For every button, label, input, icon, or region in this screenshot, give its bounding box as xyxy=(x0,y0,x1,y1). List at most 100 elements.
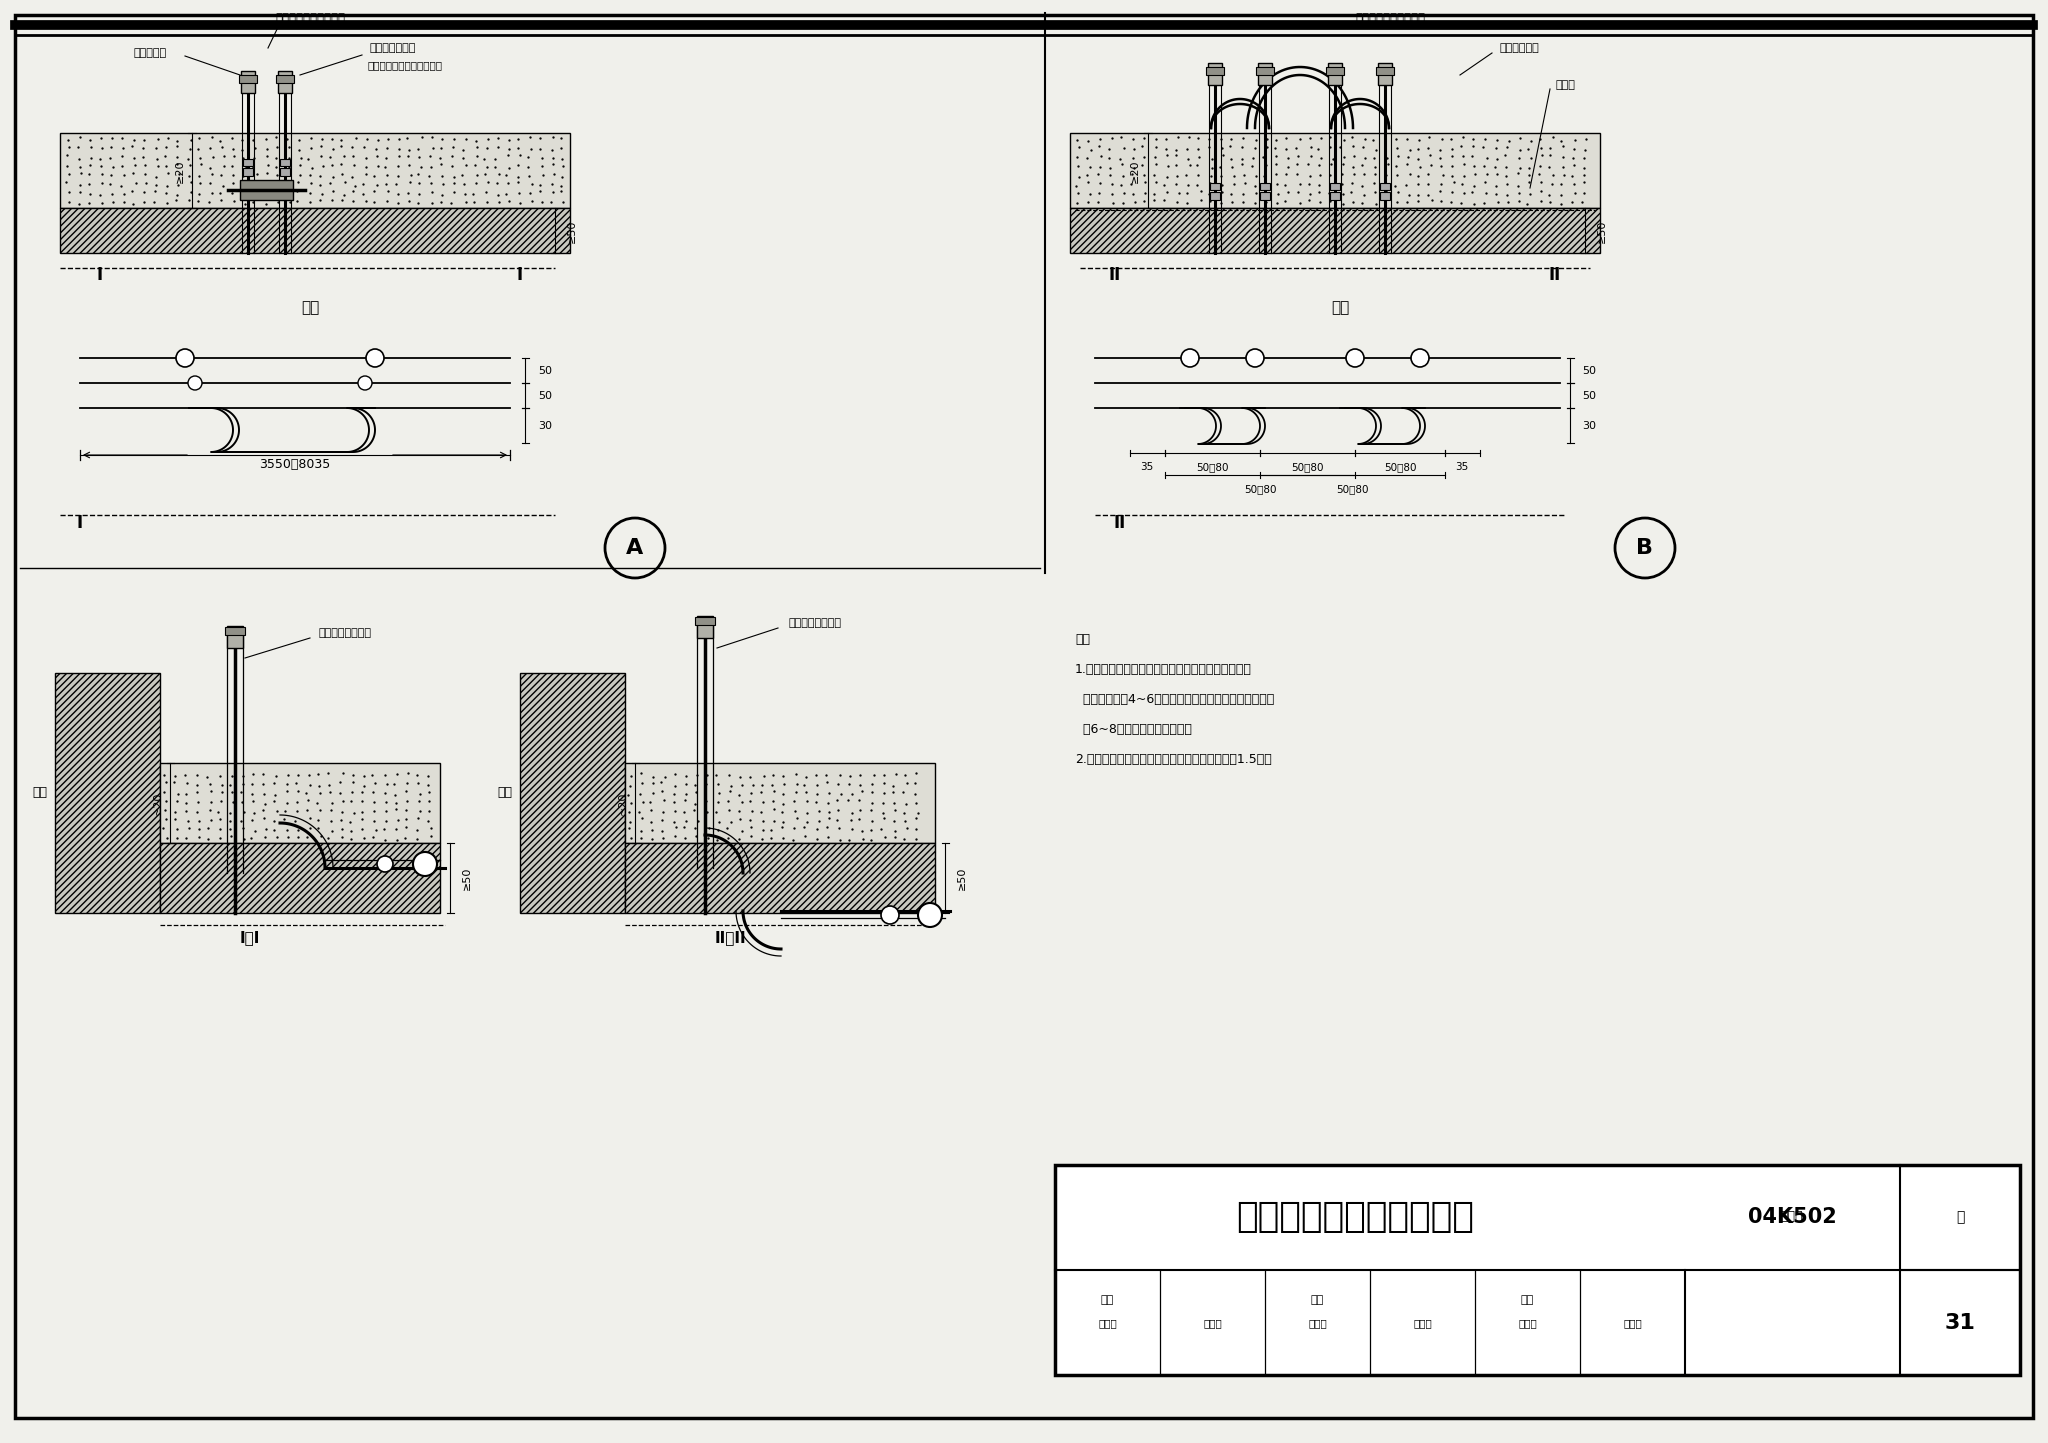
Text: ≥50: ≥50 xyxy=(463,866,471,890)
Text: 50: 50 xyxy=(1581,391,1595,401)
Bar xyxy=(59,133,569,208)
Bar xyxy=(1069,133,1599,208)
Text: 硬制塑料套管: 硬制塑料套管 xyxy=(1499,43,1540,53)
Circle shape xyxy=(918,903,942,926)
Bar xyxy=(1329,192,1339,201)
Text: 热镀锌钢管或焊接钢管: 热镀锌钢管或焊接钢管 xyxy=(1356,12,1425,25)
Circle shape xyxy=(1245,349,1264,367)
Bar xyxy=(1210,192,1221,201)
Circle shape xyxy=(1346,349,1364,367)
Circle shape xyxy=(1182,349,1198,367)
Bar xyxy=(625,763,936,843)
Text: 50: 50 xyxy=(1581,367,1595,377)
Text: 注：: 注： xyxy=(1075,633,1090,646)
Text: 50～80: 50～80 xyxy=(1384,462,1417,472)
Text: 隔墙: 隔墙 xyxy=(498,786,512,799)
Text: I: I xyxy=(516,266,522,284)
Text: 苏留华: 苏留华 xyxy=(1098,1317,1116,1328)
Text: ≥50: ≥50 xyxy=(956,866,967,890)
Bar xyxy=(281,167,291,176)
Text: 径宜为管径的4~6倍，不可热熔管道曲率半径宜为管径: 径宜为管径的4~6倍，不可热熔管道曲率半径宜为管径 xyxy=(1075,693,1274,706)
Text: 50～80: 50～80 xyxy=(1335,483,1368,494)
Text: 热镀锌钢管或焊接钢管: 热镀锌钢管或焊接钢管 xyxy=(274,12,344,25)
Bar xyxy=(1327,63,1341,85)
Text: 孙立民: 孙立民 xyxy=(1624,1317,1642,1328)
Text: 带座内螺纹三通: 带座内螺纹三通 xyxy=(371,43,416,53)
Text: 50～80: 50～80 xyxy=(1196,462,1229,472)
Bar xyxy=(1255,66,1274,75)
Bar xyxy=(59,208,569,253)
Text: 的6~8倍，且两端均设管卡。: 的6~8倍，且两端均设管卡。 xyxy=(1075,723,1192,736)
Text: 50～80: 50～80 xyxy=(1243,483,1276,494)
Text: B: B xyxy=(1636,538,1653,558)
Text: 35: 35 xyxy=(1141,462,1153,472)
Bar xyxy=(520,672,625,913)
Text: 隔墙: 隔墙 xyxy=(1331,300,1350,316)
Bar xyxy=(1376,66,1395,75)
Text: ≥50: ≥50 xyxy=(1597,219,1608,242)
Text: II: II xyxy=(1114,514,1126,532)
Bar xyxy=(227,626,244,648)
Circle shape xyxy=(1411,349,1430,367)
Bar xyxy=(279,71,293,92)
Circle shape xyxy=(188,377,203,390)
Text: 50: 50 xyxy=(539,391,553,401)
Text: 赵立民: 赵立民 xyxy=(1518,1317,1536,1328)
Text: II－II: II－II xyxy=(715,931,745,945)
Bar xyxy=(1257,63,1272,85)
Bar xyxy=(1055,1165,2019,1375)
Text: 隔墙: 隔墙 xyxy=(33,786,47,799)
Text: 35: 35 xyxy=(1456,462,1468,472)
Bar xyxy=(1208,63,1223,85)
Text: ≥50: ≥50 xyxy=(567,219,578,242)
Text: II: II xyxy=(1108,266,1120,284)
Bar xyxy=(281,159,291,166)
Bar xyxy=(1260,183,1270,190)
Text: 审核: 审核 xyxy=(1102,1294,1114,1304)
Text: 校对: 校对 xyxy=(1311,1294,1325,1304)
Text: 设计: 设计 xyxy=(1522,1294,1534,1304)
Circle shape xyxy=(367,349,385,367)
Text: 隔墙: 隔墙 xyxy=(301,300,319,316)
Text: ≥20: ≥20 xyxy=(174,159,184,183)
Circle shape xyxy=(377,856,393,872)
Text: I－I: I－I xyxy=(240,931,260,945)
Bar xyxy=(225,628,246,635)
Bar xyxy=(244,167,254,176)
Bar xyxy=(1380,183,1391,190)
Bar xyxy=(625,843,936,913)
Bar xyxy=(276,75,295,84)
Text: 50～80: 50～80 xyxy=(1290,462,1323,472)
Text: ~20: ~20 xyxy=(154,791,164,815)
Text: I: I xyxy=(78,514,84,532)
Bar xyxy=(160,763,440,843)
Bar xyxy=(1325,66,1343,75)
Text: 付朝伟: 付朝伟 xyxy=(1413,1317,1432,1328)
Bar xyxy=(240,75,256,84)
Text: I: I xyxy=(96,266,102,284)
Text: 3550～8035: 3550～8035 xyxy=(260,459,330,472)
Text: II: II xyxy=(1548,266,1561,284)
Text: 30: 30 xyxy=(1581,421,1595,431)
Bar xyxy=(1069,208,1599,253)
Circle shape xyxy=(358,377,373,390)
Text: 2.埋地敷设塑料管道直管段的管卡间距不宜大于1.5米。: 2.埋地敷设塑料管道直管段的管卡间距不宜大于1.5米。 xyxy=(1075,753,1272,766)
Circle shape xyxy=(414,851,436,876)
Text: 50: 50 xyxy=(539,367,553,377)
Text: 宜用绝热材料填实: 宜用绝热材料填实 xyxy=(788,618,842,628)
Circle shape xyxy=(176,349,195,367)
Bar xyxy=(160,843,440,913)
Circle shape xyxy=(881,906,899,924)
Text: 1.埋地敷设塑料管道直接弯曲时，可热熔管道曲率半: 1.埋地敷设塑料管道直接弯曲时，可热熔管道曲率半 xyxy=(1075,662,1251,675)
Bar xyxy=(242,71,256,92)
Bar xyxy=(1210,183,1221,190)
Text: 双管系统管道出地面做法: 双管系统管道出地面做法 xyxy=(1237,1201,1475,1234)
Bar xyxy=(240,180,293,201)
Text: 30: 30 xyxy=(539,421,553,431)
Text: 宜用绝热材料填实: 宜用绝热材料填实 xyxy=(319,628,371,638)
Bar xyxy=(1329,183,1339,190)
Bar xyxy=(244,159,254,166)
Bar xyxy=(55,672,160,913)
Text: 页: 页 xyxy=(1956,1211,1964,1224)
Bar xyxy=(1380,192,1391,201)
